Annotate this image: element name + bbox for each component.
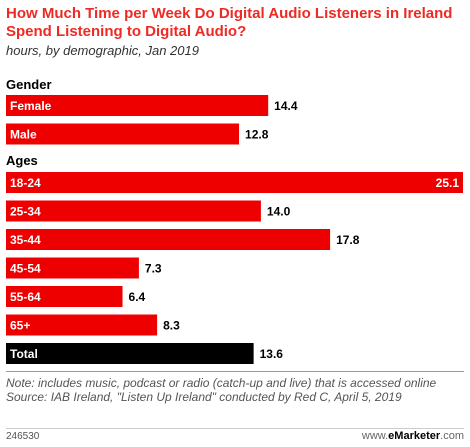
- category-label-female: Female: [10, 99, 52, 113]
- category-label-male: Male: [10, 128, 37, 142]
- brand-name: eMarketer: [388, 430, 441, 442]
- category-label-65-: 65+: [10, 319, 30, 333]
- footnote: Note: includes music, podcast or radio (…: [6, 376, 464, 404]
- category-label-25-34: 25-34: [10, 205, 41, 219]
- chart-subtitle: hours, by demographic, Jan 2019: [6, 43, 199, 58]
- bar-female: [6, 95, 269, 116]
- bottom-divider: [6, 428, 464, 429]
- value-label-65-: 8.3: [163, 319, 180, 333]
- group-heading-ages: Ages: [6, 153, 38, 168]
- value-label-total: 13.6: [260, 347, 284, 361]
- category-label-35-44: 35-44: [10, 233, 41, 247]
- bar-18-24: [6, 172, 463, 193]
- value-label-35-44: 17.8: [336, 233, 360, 247]
- value-label-25-34: 14.0: [267, 205, 291, 219]
- bar-65-: [6, 314, 158, 336]
- value-label-55-64: 6.4: [129, 290, 146, 304]
- bar-total: [6, 343, 254, 364]
- bar-25-34: [6, 200, 261, 222]
- footer-divider: [6, 371, 464, 372]
- chart-id: 246530: [6, 431, 40, 442]
- bar-35-44: [6, 229, 331, 250]
- bar-chart: Gender Female 14.4 Male 12.8 Ages 18-24 25.1 25-…: [6, 77, 463, 364]
- brand-suffix: .com: [440, 430, 464, 442]
- brand-logo[interactable]: www.eMarketer.com: [362, 430, 464, 442]
- note-text: Note: includes music, podcast or radio (…: [6, 376, 437, 390]
- category-label-18-24: 18-24: [10, 176, 41, 190]
- value-label-male: 12.8: [245, 128, 269, 142]
- chart-title: How Much Time per Week Do Digital Audio …: [6, 5, 453, 40]
- category-label-45-54: 45-54: [10, 262, 41, 276]
- bar-45-54: [6, 257, 139, 279]
- bar-55-64: [6, 286, 123, 307]
- value-label-female: 14.4: [274, 99, 298, 113]
- category-label-total: Total: [10, 347, 38, 361]
- category-label-55-64: 55-64: [10, 290, 41, 304]
- group-heading-gender: Gender: [6, 77, 52, 92]
- source-text: Source: IAB Ireland, "Listen Up Ireland"…: [6, 390, 402, 404]
- brand-prefix: www.: [361, 430, 389, 442]
- bar-male: [6, 123, 240, 145]
- value-label-45-54: 7.3: [145, 262, 162, 276]
- value-label-18-24: 25.1: [436, 176, 460, 190]
